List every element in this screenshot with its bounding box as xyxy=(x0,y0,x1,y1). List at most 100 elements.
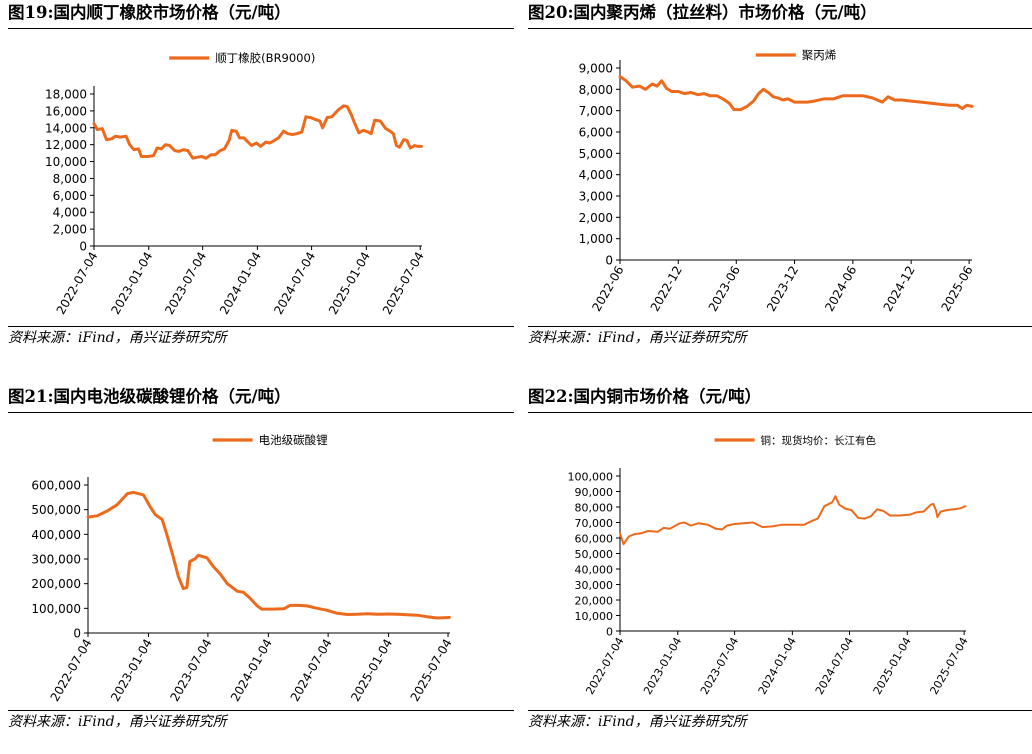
y-tick-label: 60,000 xyxy=(575,533,614,546)
x-tick-label: 2025-06 xyxy=(939,264,976,314)
chart-panel-22: 图22:国内铜市场价格（元/吨） 铜：现货均价：长江有色 0 10,000 20,00… xyxy=(528,384,1032,754)
chart-20: 聚丙烯 0 1,000 2,000 3,000 4,000 5,000 6,000 7,000 8… xyxy=(579,48,976,314)
y-tick-label: 90,000 xyxy=(575,486,614,499)
x-tick-label: 2023-12 xyxy=(764,264,801,314)
y-tick-label: 6,000 xyxy=(579,126,613,140)
y-tick-label: 4,000 xyxy=(53,206,87,220)
y-tick-label: 500,000 xyxy=(31,503,81,517)
source-rule xyxy=(528,326,1032,327)
x-tick-label: 2023-06 xyxy=(706,264,743,314)
y-tick-label: 400,000 xyxy=(31,528,81,542)
x-tick-label: 2025-01-04 xyxy=(871,635,914,697)
y-tick-label: 3,000 xyxy=(579,190,613,204)
source-note: 资料来源：iFind，甬兴证券研究所 xyxy=(8,714,227,730)
x-tick-label: 2024-01-04 xyxy=(756,635,799,697)
y-tick-label: 80,000 xyxy=(575,502,614,515)
x-tick-label: 2023-01-04 xyxy=(108,250,155,317)
x-tick-label: 2024-12 xyxy=(881,264,918,314)
x-tick-label: 2023-07-04 xyxy=(698,635,741,697)
x-tick-label: 2023-01-04 xyxy=(641,635,684,697)
x-tick-label: 2025-01-04 xyxy=(326,250,373,317)
source-note: 资料来源：iFind，甬兴证券研究所 xyxy=(528,330,747,346)
x-tick-label: 2022-06 xyxy=(589,264,626,314)
y-tick-label: 2,000 xyxy=(579,211,613,225)
source-rule xyxy=(8,710,514,711)
figure-title: 图21:国内电池级碳酸锂价格（元/吨） xyxy=(8,387,291,406)
source-rule xyxy=(8,326,514,327)
x-tick-label: 2024-01-04 xyxy=(217,250,264,317)
y-tick-label: 0 xyxy=(79,240,87,254)
y-tick-label: 12,000 xyxy=(45,138,87,152)
y-tick-label: 10,000 xyxy=(575,610,614,623)
title-rule xyxy=(528,412,1032,413)
x-tick-label: 2023-07-04 xyxy=(162,250,209,317)
title-rule xyxy=(8,412,514,413)
y-tick-label: 10,000 xyxy=(45,155,87,169)
figure-title: 图20:国内聚丙烯（拉丝料）市场价格（元/吨） xyxy=(528,3,877,22)
y-tick-label: 6,000 xyxy=(53,189,87,203)
y-tick-label: 70,000 xyxy=(575,517,614,530)
y-tick-label: 100,000 xyxy=(568,471,614,484)
x-tick-label: 2024-01-04 xyxy=(228,637,275,704)
title-rule xyxy=(8,28,514,29)
legend-label: 聚丙烯 xyxy=(802,48,837,62)
chart-panel-20: 图20:国内聚丙烯（拉丝料）市场价格（元/吨） 聚丙烯 0 1,000 2,000 3,… xyxy=(528,0,1032,370)
x-tick-label: 2022-12 xyxy=(648,264,685,314)
x-tick-label: 2024-07-04 xyxy=(813,635,856,697)
y-tick-label: 2,000 xyxy=(53,223,87,237)
series-line xyxy=(92,104,423,160)
y-tick-label: 9,000 xyxy=(579,62,613,76)
y-tick-label: 200,000 xyxy=(31,577,81,591)
legend-label: 电池级碳酸锂 xyxy=(259,433,328,447)
legend-label: 顺丁橡胶(BR9000) xyxy=(215,51,315,65)
y-tick-label: 600,000 xyxy=(31,479,81,493)
figure-title: 图22:国内铜市场价格（元/吨） xyxy=(528,387,762,406)
y-tick-label: 100,000 xyxy=(31,602,81,616)
chart-panel-21: 图21:国内电池级碳酸锂价格（元/吨） 电池级碳酸锂 0 100,000 200,00… xyxy=(8,384,514,754)
x-tick-label: 2024-07-04 xyxy=(271,250,318,317)
y-tick-label: 0 xyxy=(606,626,613,639)
source-rule xyxy=(528,710,1032,711)
x-tick-label: 2024-06 xyxy=(822,264,859,314)
series-line xyxy=(619,495,967,546)
series-line xyxy=(86,490,451,620)
x-tick-label: 2025-07-04 xyxy=(927,635,970,697)
x-tick-label: 2025-07-04 xyxy=(380,250,427,317)
y-tick-label: 14,000 xyxy=(45,121,87,135)
legend: 顺丁橡胶(BR9000) xyxy=(169,51,315,65)
y-tick-label: 1,000 xyxy=(579,232,613,246)
source-note: 资料来源：iFind，甬兴证券研究所 xyxy=(528,714,747,730)
y-tick-label: 40,000 xyxy=(575,564,614,577)
y-tick-label: 16,000 xyxy=(45,104,87,118)
title-rule xyxy=(528,28,1032,29)
x-tick-label: 2022-07-04 xyxy=(54,250,101,317)
legend: 聚丙烯 xyxy=(755,48,837,62)
y-tick-label: 5,000 xyxy=(579,147,613,161)
figure-title: 图19:国内顺丁橡胶市场价格（元/吨） xyxy=(8,3,291,22)
y-tick-label: 8,000 xyxy=(579,83,613,97)
legend: 铜：现货均价：长江有色 xyxy=(714,434,877,447)
x-tick-label: 2025-07-04 xyxy=(408,637,455,704)
legend: 电池级碳酸锂 xyxy=(212,433,328,447)
y-tick-label: 300,000 xyxy=(31,553,81,567)
legend-label: 铜：现货均价：长江有色 xyxy=(761,434,877,447)
chart-21: 电池级碳酸锂 0 100,000 200,000 300,000 400,000 500,0… xyxy=(31,433,455,704)
y-tick-label: 7,000 xyxy=(579,104,613,118)
y-tick-label: 4,000 xyxy=(579,168,613,182)
y-tick-label: 50,000 xyxy=(575,548,614,561)
y-tick-label: 0 xyxy=(73,627,81,641)
x-tick-label: 2023-07-04 xyxy=(167,637,214,704)
y-tick-label: 20,000 xyxy=(575,595,614,608)
chart-19: 顺丁橡胶(BR9000) 0 2,000 4,000 6,000 8,000 10,000 1… xyxy=(45,51,427,317)
y-tick-label: 30,000 xyxy=(575,579,614,592)
y-tick-label: 0 xyxy=(605,254,613,268)
x-tick-label: 2022-07-04 xyxy=(48,637,95,704)
x-tick-label: 2023-01-04 xyxy=(108,637,155,704)
chart-22: 铜：现货均价：长江有色 0 10,000 20,000 30,000 40,000 50,0… xyxy=(568,434,971,697)
series-line xyxy=(618,75,974,112)
x-tick-label: 2022-07-04 xyxy=(583,635,626,697)
x-tick-label: 2024-07-04 xyxy=(288,637,335,704)
chart-panel-19: 图19:国内顺丁橡胶市场价格（元/吨） 顺丁橡胶(BR9000) 0 2,000 4,… xyxy=(8,0,514,370)
source-note: 资料来源：iFind，甬兴证券研究所 xyxy=(8,330,227,346)
y-tick-label: 8,000 xyxy=(53,172,87,186)
